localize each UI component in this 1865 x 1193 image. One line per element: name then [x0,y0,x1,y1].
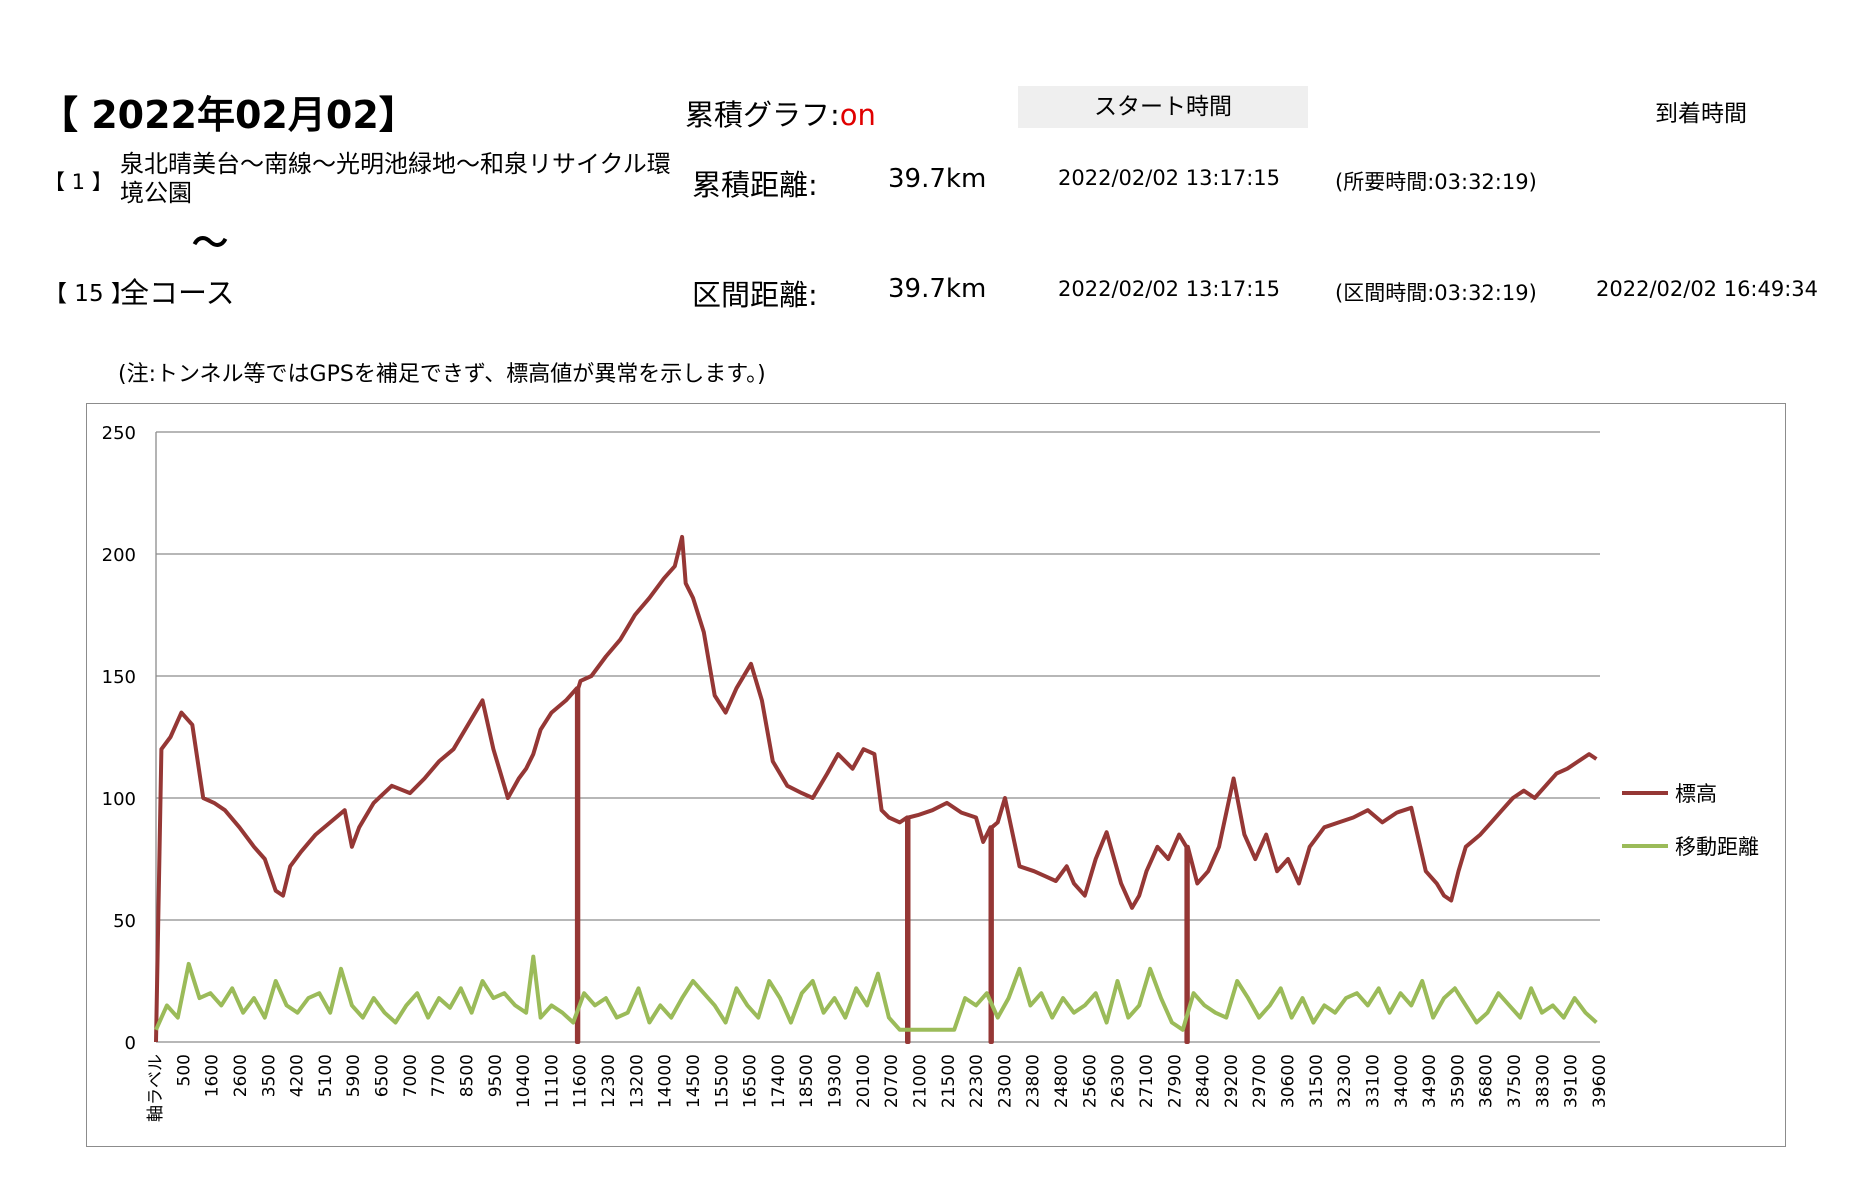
y-tick-label: 250 [102,423,136,444]
x-tick-label: 20100 [854,1054,874,1108]
section-distance-value: 39.7km [888,274,987,304]
chart-series [154,534,1598,1044]
x-tick-label: 27100 [1137,1054,1157,1108]
chart-frame [86,403,1786,1147]
x-tick-label: 4200 [288,1054,308,1097]
x-tick-label: 14000 [656,1054,676,1108]
arrival-time-header: 到着時間 [1655,101,1747,127]
x-tick-label: 25600 [1080,1054,1100,1108]
legend-label: 移動距離 [1675,835,1759,859]
x-tick-label: 33100 [1363,1054,1383,1108]
x-tick-label: 21000 [910,1054,930,1108]
cumulative-distance-value: 39.7km [888,164,987,194]
chart-grid [155,431,1600,1043]
report-date-title: 【 2022年02月02】 [40,93,417,137]
x-axis-ticks: 軸ラベル 500 1600 2600 3500 4200 5100 5900 6500 7000 7… [146,1054,1610,1122]
x-tick-label: 36800 [1477,1054,1497,1108]
x-tick-label: 23000 [995,1054,1015,1108]
legend-label: 標高 [1675,782,1717,806]
cumulative-distance-label: 累積距離: [692,168,818,202]
x-tick-label: 37500 [1505,1054,1525,1108]
x-tick-label: 24800 [1052,1054,1072,1108]
x-tick-label: 22300 [967,1054,987,1108]
arrival-time: 2022/02/02 16:49:34 [1596,277,1819,301]
x-tick-label: 11600 [571,1054,591,1108]
cumulative-graph-toggle[interactable]: 累積グラフ:on [685,92,876,134]
cumulative-graph-label: 累積グラフ: [685,98,840,132]
x-tick-label: 14500 [684,1054,704,1108]
x-tick-label: 28400 [1194,1054,1214,1108]
section-distance-label: 区間距離: [692,278,818,312]
x-tick-label: 11100 [542,1054,562,1108]
x-tick-label: 12300 [599,1054,619,1108]
x-tick-label: 2600 [231,1054,251,1097]
x-tick-label: 13200 [627,1054,647,1108]
x-tick-label: 20700 [882,1054,902,1108]
x-tick-label: 16500 [741,1054,761,1108]
x-tick-label: 5900 [344,1054,364,1097]
y-tick-label: 0 [125,1033,136,1054]
route-end-name: 全コース [120,276,235,310]
x-tick-label: 10400 [514,1054,534,1108]
x-tick-label: 29700 [1250,1054,1270,1108]
x-tick-label: 34000 [1392,1054,1412,1108]
x-tick-label: 500 [174,1054,194,1086]
x-tick-label: 21500 [939,1054,959,1108]
route-end-index: 【 15 】 [44,281,134,307]
route-start-index: 【 1 】 [44,170,113,194]
x-tick-label: 39600 [1590,1054,1610,1108]
x-tick-label: 7700 [429,1054,449,1097]
section-start-time: 2022/02/02 13:17:15 [1058,277,1281,301]
section-time: (区間時間:03:32:19) [1335,281,1537,305]
elapsed-time: (所要時間:03:32:19) [1335,170,1537,194]
x-tick-label: 35900 [1448,1054,1468,1108]
x-tick-label: 30600 [1279,1054,1299,1108]
x-tick-label: 27900 [1165,1054,1185,1108]
x-tick-label: 29200 [1222,1054,1242,1108]
x-tick-label: 23800 [1024,1054,1044,1108]
start-time-header: スタート時間 [1018,86,1308,128]
x-tick-label: 39100 [1562,1054,1582,1108]
y-tick-label: 50 [113,911,136,932]
series-line-distance [154,954,1598,1032]
cumulative-start-time: 2022/02/02 13:17:15 [1058,166,1281,190]
x-tick-label: 26300 [1109,1054,1129,1108]
y-axis-ticks: 0 50 100 150 200 250 [102,423,136,1054]
gps-note: (注:トンネル等ではGPSを補足できず、標高値が異常を示します。) [118,362,766,387]
x-tick-label: 18500 [797,1054,817,1108]
x-tick-label: 15500 [712,1054,732,1108]
route-start-name: 泉北晴美台～南線～光明池緑地～和泉リサイクル環境公園 [120,150,671,207]
y-tick-label: 150 [102,667,136,688]
y-tick-label: 200 [102,545,136,566]
x-tick-label: 1600 [203,1054,223,1097]
route-separator: ～ [192,223,229,264]
x-tick-label: 31500 [1307,1054,1327,1108]
x-tick-label: 34900 [1420,1054,1440,1108]
x-tick-label: 9500 [486,1054,506,1097]
series-line-elevation [154,534,1598,1044]
x-tick-label: 38300 [1533,1054,1553,1108]
x-tick-label: 3500 [259,1054,279,1097]
x-tick-label: 軸ラベル [146,1054,166,1122]
cumulative-graph-value: on [839,98,876,132]
x-tick-label: 19300 [826,1054,846,1108]
x-tick-label: 8500 [457,1054,477,1097]
x-tick-label: 6500 [373,1054,393,1097]
y-tick-label: 100 [102,789,136,810]
x-tick-label: 7000 [401,1054,421,1097]
x-tick-label: 17400 [769,1054,789,1108]
x-tick-label: 5100 [316,1054,336,1097]
x-tick-label: 32300 [1335,1054,1355,1108]
